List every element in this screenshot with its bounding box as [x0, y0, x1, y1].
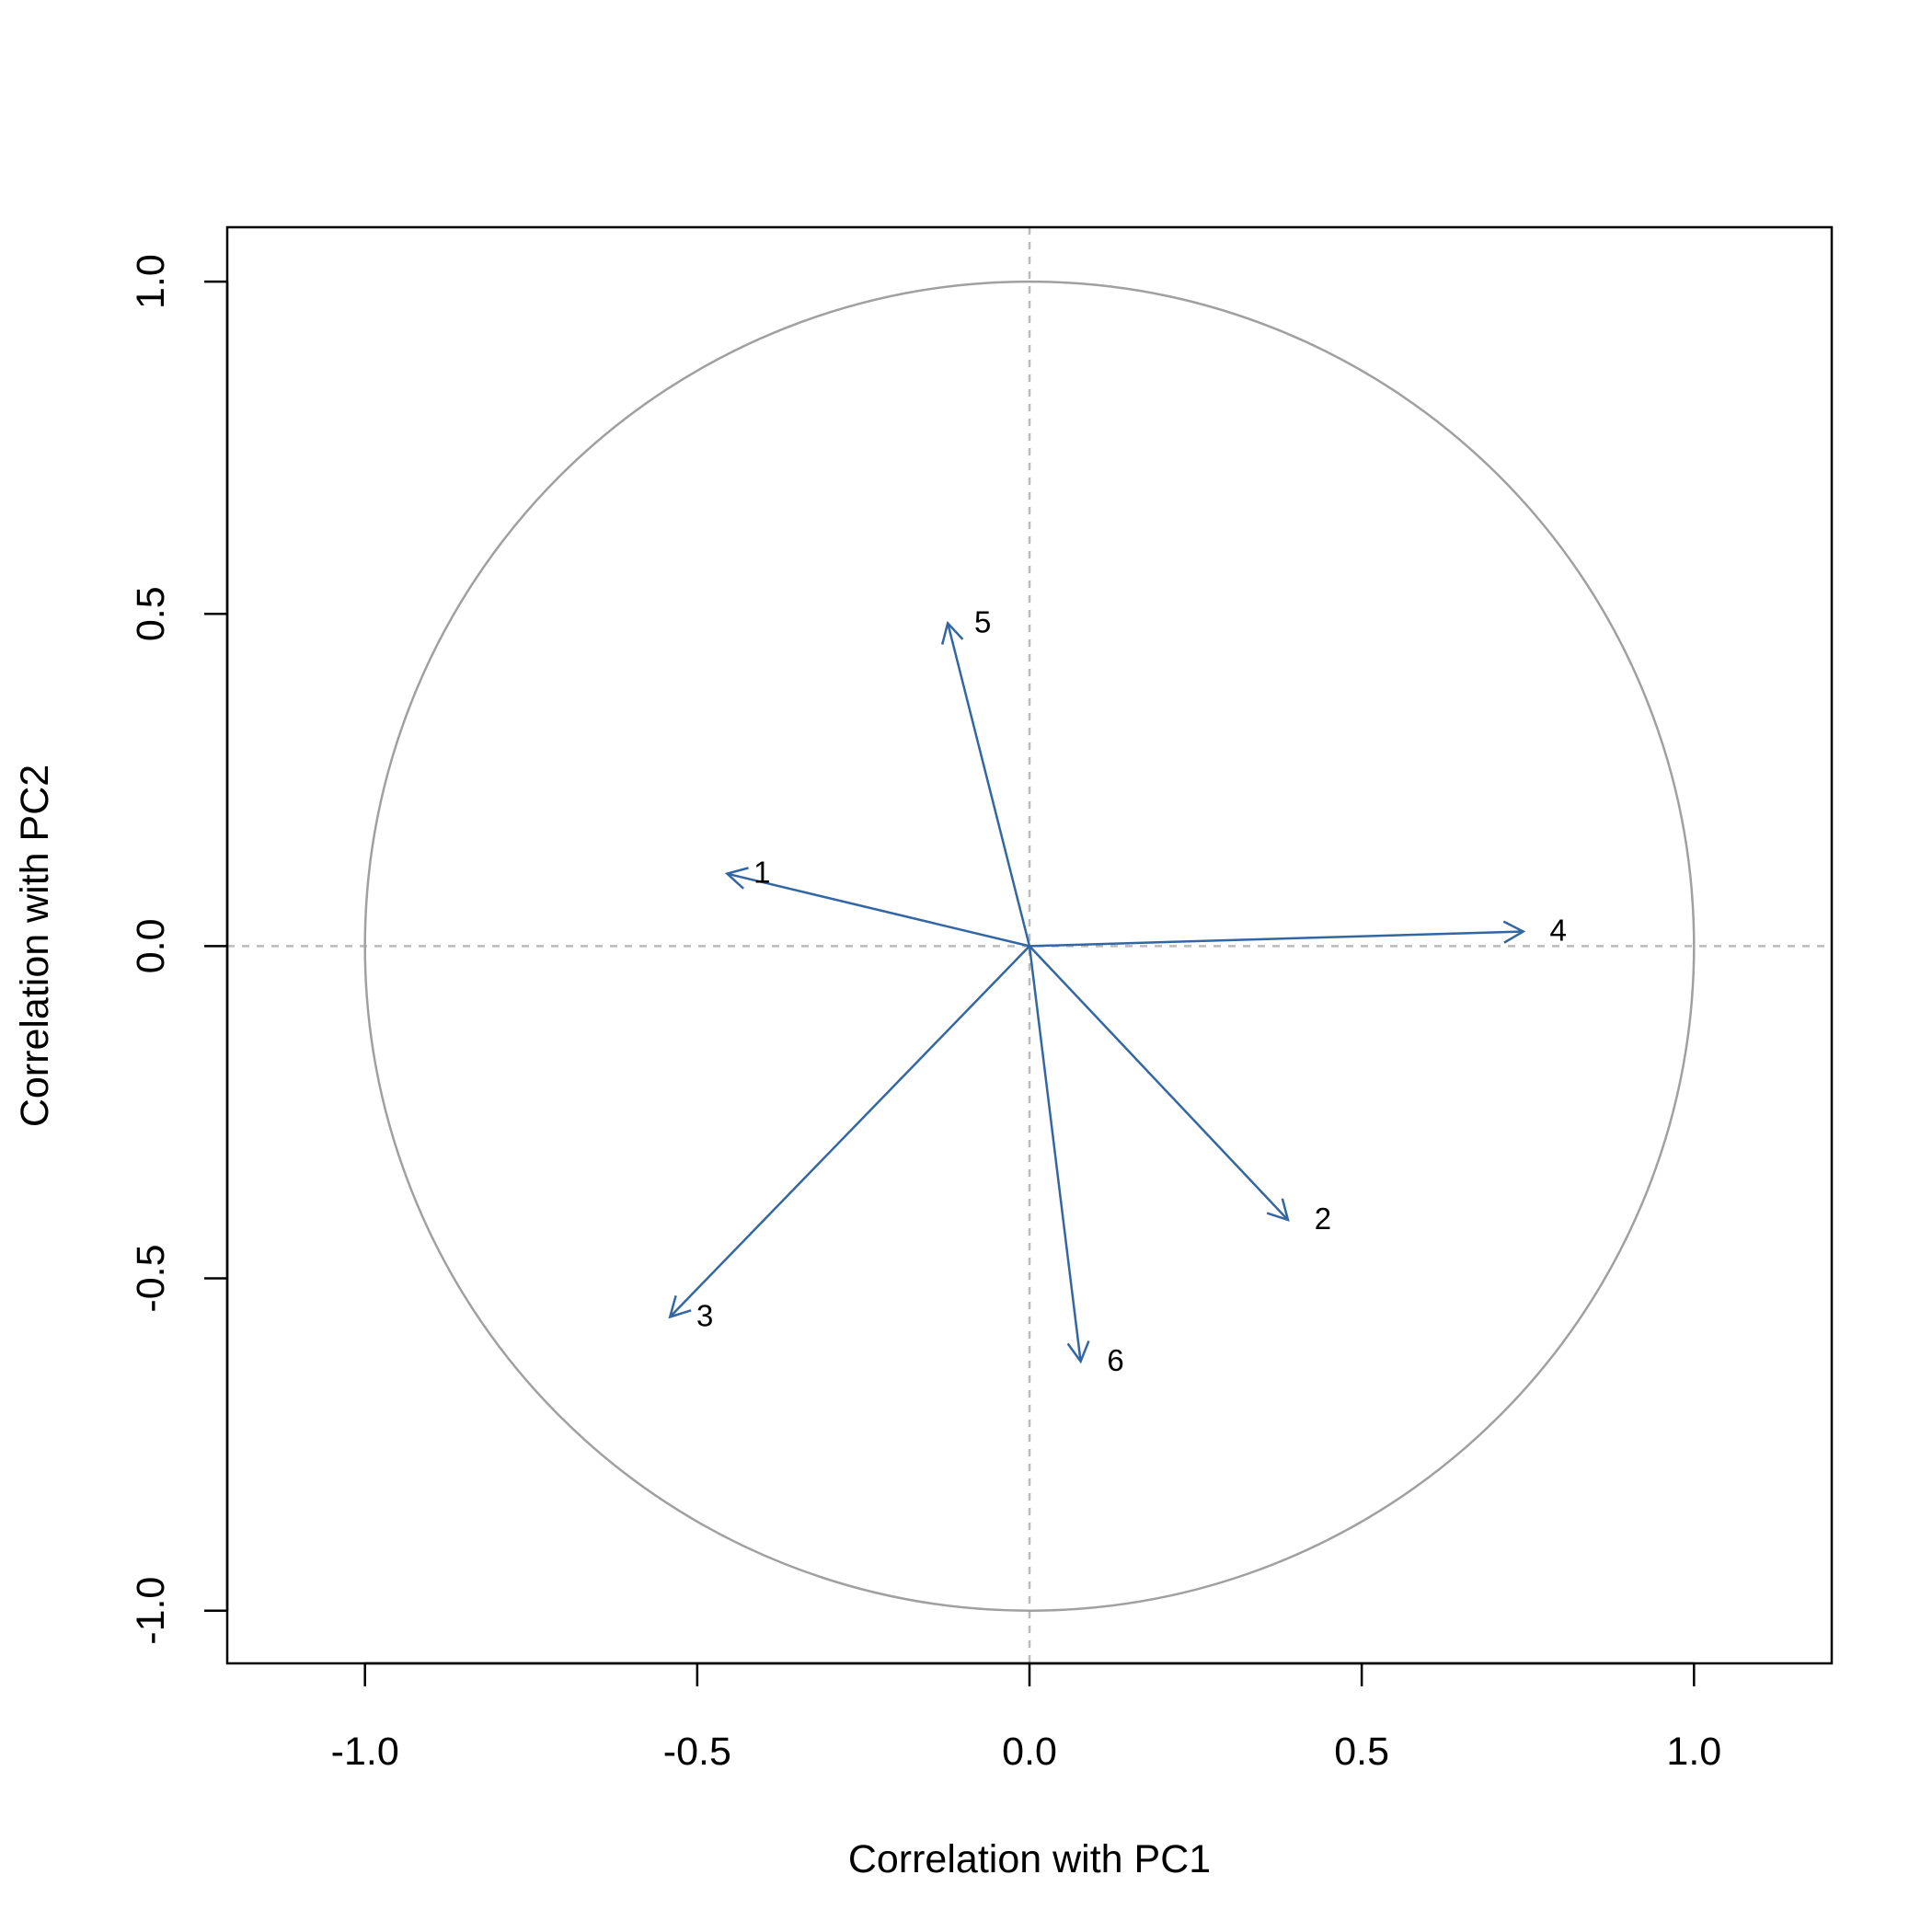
vector-arrow-2: [1029, 945, 1289, 1221]
x-tick-label: -0.5: [663, 1730, 731, 1774]
vector-label-6: 6: [1107, 1343, 1123, 1377]
y-tick-label: 0.0: [129, 919, 173, 974]
vector-arrow-4: [1029, 930, 1524, 948]
vector-arrow-6: [1028, 946, 1082, 1362]
x-tick-label: 1.0: [1666, 1730, 1721, 1774]
vector-label-4: 4: [1549, 914, 1566, 948]
vector-arrow-5: [946, 623, 1031, 947]
x-axis-title: Correlation with PC1: [848, 1837, 1211, 1881]
vector-label-3: 3: [696, 1298, 713, 1332]
x-tick-label: 0.0: [1002, 1730, 1057, 1774]
y-tick-label: -0.5: [129, 1244, 173, 1312]
arrowhead-2: [1266, 1198, 1290, 1222]
arrowhead-5: [940, 620, 964, 645]
arrowhead-4: [1502, 920, 1526, 944]
vector-label-5: 5: [974, 604, 991, 638]
arrowhead-3: [668, 1294, 692, 1319]
arrowhead-1: [724, 867, 749, 890]
y-tick-label: 0.5: [129, 586, 173, 641]
unit-circle: [363, 280, 1696, 1612]
vector-label-1: 1: [753, 856, 770, 890]
y-axis-title: Correlation with PC2: [13, 765, 57, 1127]
vector-label-2: 2: [1315, 1202, 1331, 1236]
vector-arrow-3: [669, 945, 1030, 1318]
x-tick-label: -1.0: [331, 1730, 399, 1774]
y-tick-label: 1.0: [129, 254, 173, 309]
x-tick-label: 0.5: [1334, 1730, 1389, 1774]
vector-arrow-1: [727, 872, 1030, 948]
arrowhead-6: [1066, 1340, 1090, 1364]
y-tick-label: -1.0: [129, 1577, 173, 1645]
